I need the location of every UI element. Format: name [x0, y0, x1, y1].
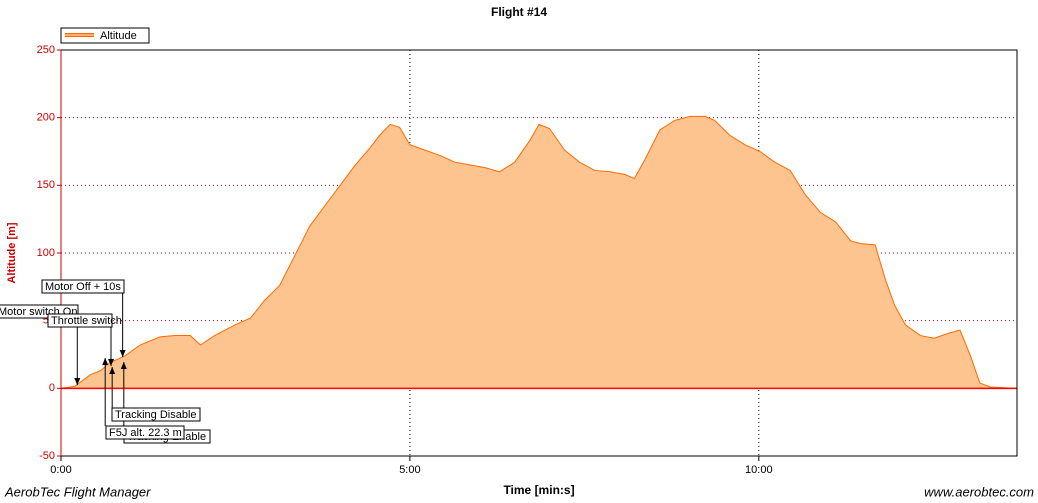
chart-title: Flight #14 — [491, 5, 547, 19]
annotation-arrowhead — [119, 350, 126, 357]
y-tick-label: 250 — [37, 44, 55, 56]
footer-left: AerobTec Flight Manager — [4, 484, 151, 499]
y-tick-label: 0 — [49, 382, 55, 394]
annotation-arrowhead — [74, 378, 81, 385]
annotation-arrowhead — [102, 358, 109, 365]
annotation-box — [111, 407, 201, 422]
annotation-arrowhead — [109, 367, 116, 374]
annotation-arrowhead — [108, 359, 115, 366]
footer-right: www.aerobtec.com — [924, 484, 1034, 499]
annotation-box — [105, 425, 185, 440]
annotation-box — [47, 313, 113, 328]
legend-box — [60, 27, 150, 44]
annotation-label: Tracking Disable — [115, 409, 197, 421]
x-axis-label: Time [min:s] — [503, 483, 574, 497]
y-tick-label: -50 — [39, 450, 55, 462]
annotation-label: F5J alt. 22.3 m — [109, 427, 182, 439]
y-axis-label: Altitude [m] — [6, 222, 18, 283]
x-tick-label: 0:00 — [50, 464, 71, 476]
y-tick-label: 200 — [37, 112, 55, 124]
y-tick-label: 150 — [37, 179, 55, 191]
area-line — [60, 115, 1018, 389]
annotation-label: Motor Off + 10s — [45, 281, 121, 293]
y-tick-label: 100 — [37, 247, 55, 259]
area-fill — [61, 116, 1017, 389]
x-tick-label: 5:00 — [399, 464, 420, 476]
legend-label: Altitude — [100, 30, 137, 42]
x-tick-label: 10:00 — [745, 464, 773, 476]
annotation-arrowhead — [120, 362, 127, 369]
annotation-box — [41, 279, 125, 294]
annotation-label: Throttle switch — [51, 315, 122, 327]
